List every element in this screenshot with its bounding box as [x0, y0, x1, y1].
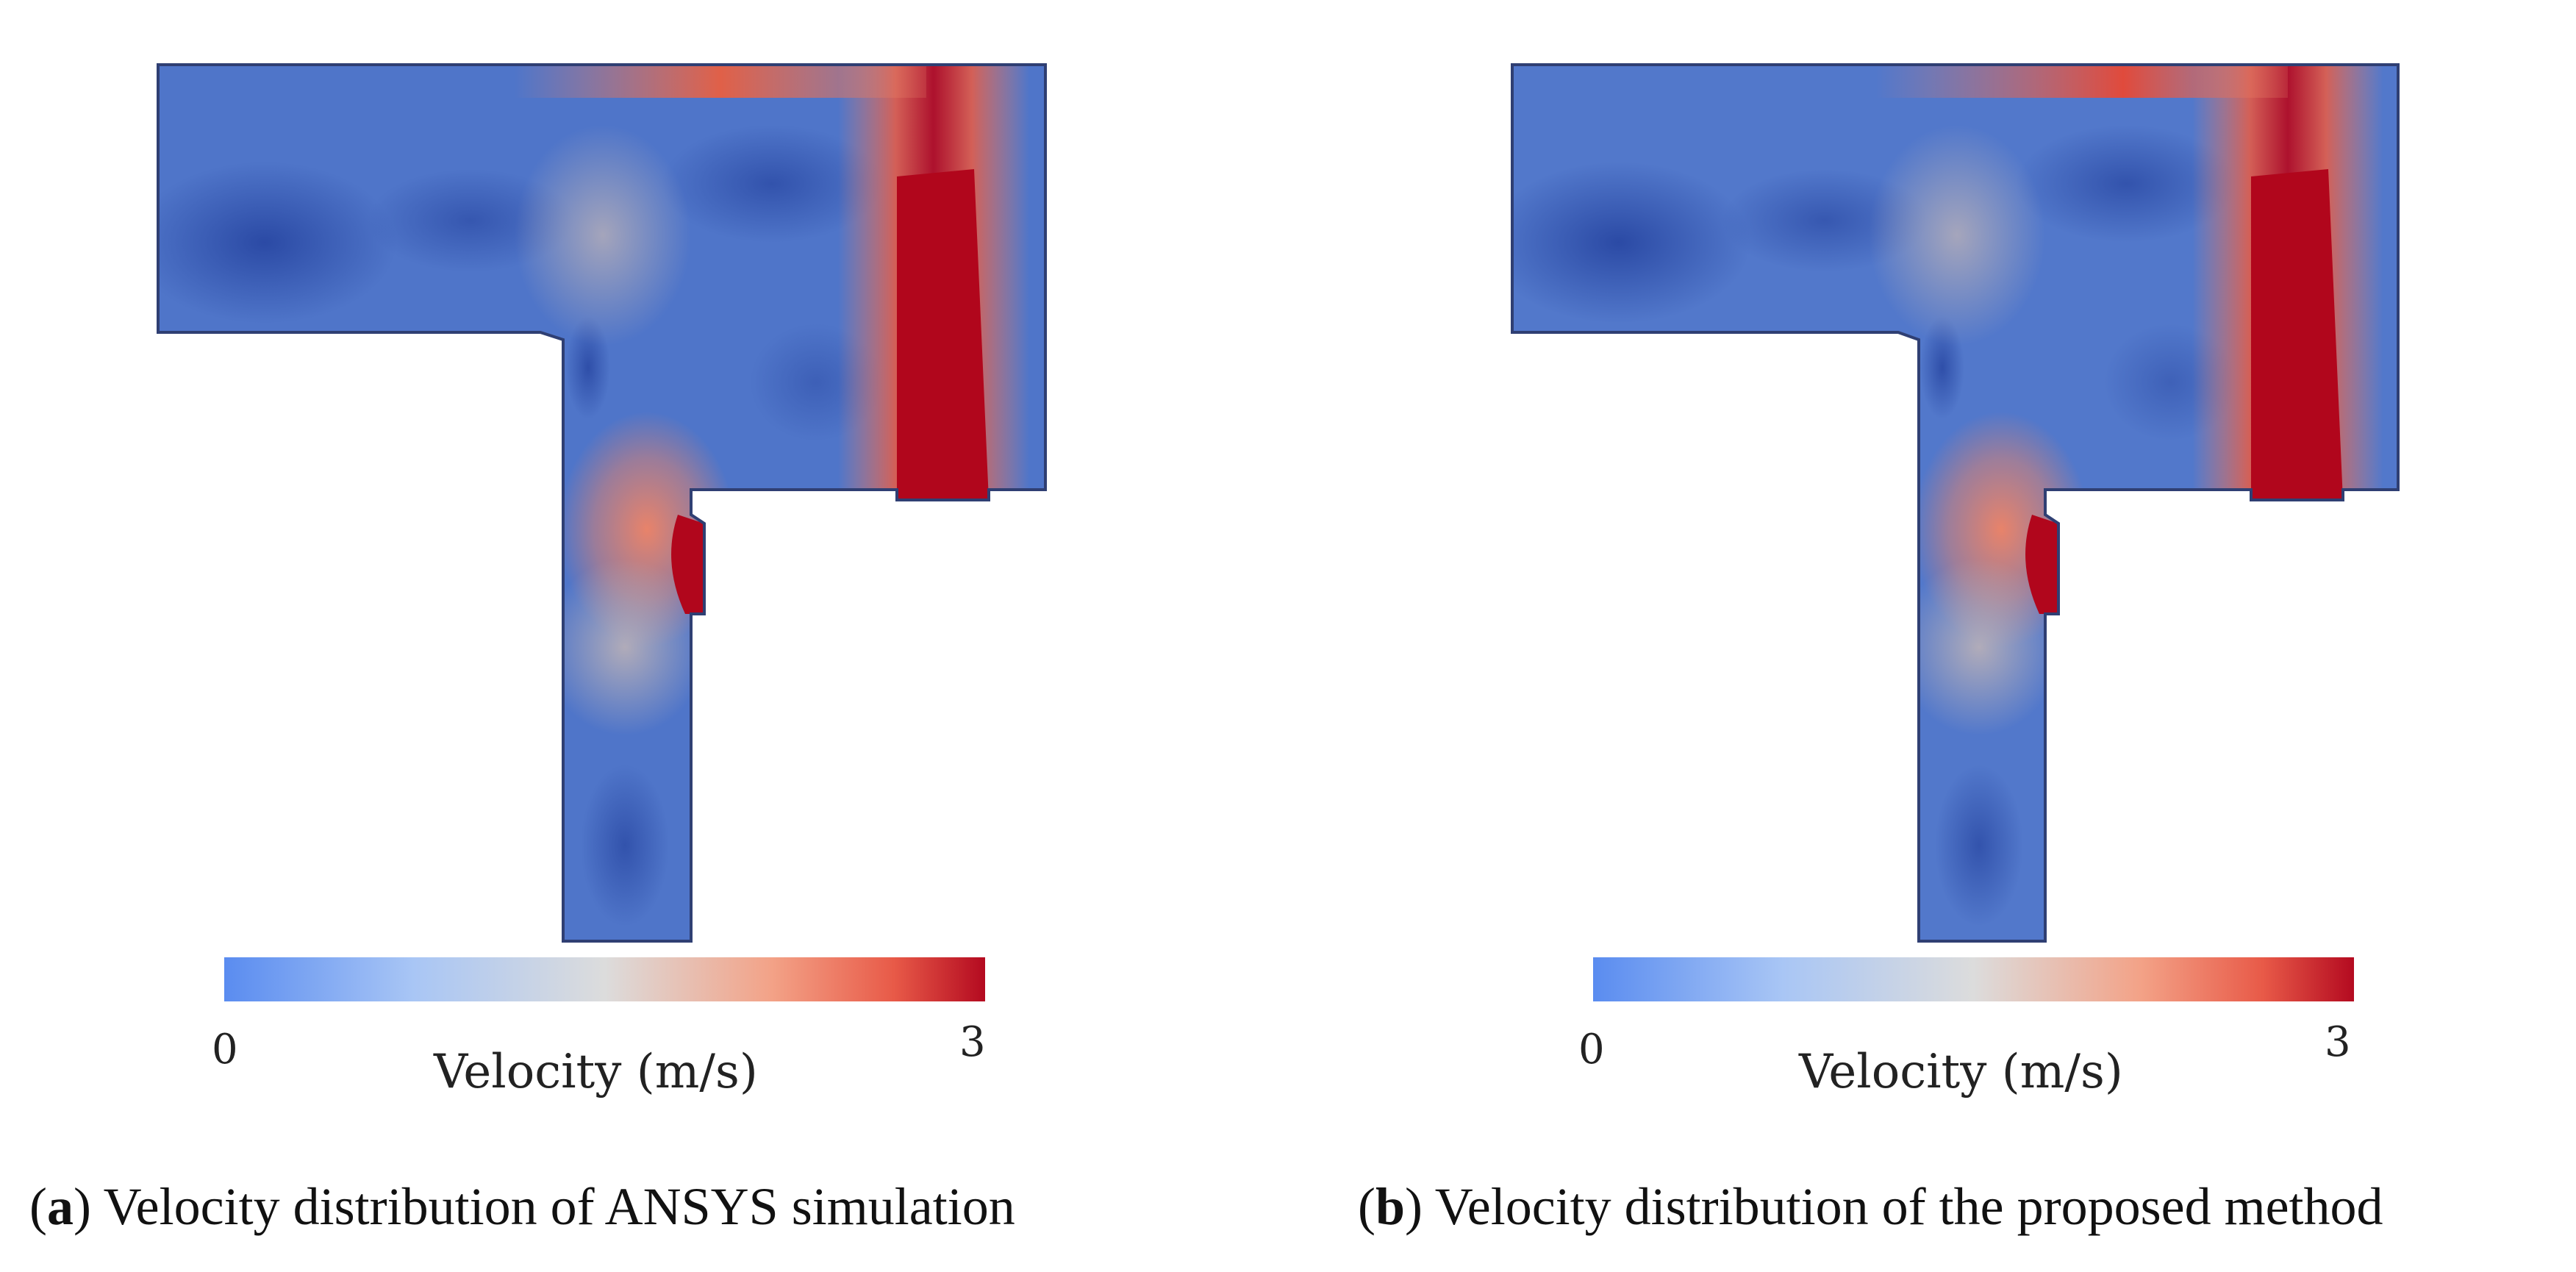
caption-a: (a) Velocity distribution of ANSYS simul…	[29, 1177, 1015, 1236]
caption-letter: b	[1375, 1177, 1406, 1236]
colorbar-min-label: 0	[212, 1026, 238, 1073]
caption-letter: a	[46, 1177, 74, 1236]
panel-a: 0 3 Velocity (m/s) (a) Velocity distribu…	[29, 63, 1047, 1236]
colorbar-title: Velocity (m/s)	[1799, 1045, 2123, 1099]
caption-text: Velocity distribution of ANSYS simulatio…	[90, 1177, 1015, 1236]
colorbar-title: Velocity (m/s)	[434, 1045, 758, 1099]
velocity-field-plot-b	[1511, 63, 2400, 1001]
colorbar-max-label: 3	[2325, 1018, 2351, 1066]
colorbar-a	[224, 957, 985, 1001]
caption-text: Velocity distribution of the proposed me…	[1423, 1177, 2383, 1236]
velocity-field-plot-a	[157, 63, 1047, 1001]
caption-b: (b) Velocity distribution of the propose…	[1358, 1177, 2383, 1236]
domain-outline-a	[157, 63, 1047, 943]
colorbar-b	[1593, 957, 2354, 1001]
colorbar-max-label: 3	[959, 1018, 986, 1066]
domain-outline-b	[1511, 63, 2400, 943]
panel-b: 0 3 Velocity (m/s) (b) Velocity distribu…	[1288, 0, 2576, 1272]
colorbar-min-label: 0	[1578, 1026, 1605, 1073]
